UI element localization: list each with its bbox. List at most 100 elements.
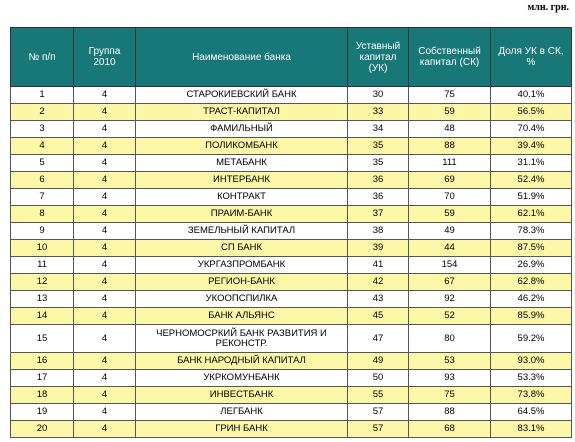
table-row: 7 4 КОНТРАКТ 36 70 51.9%: [10, 188, 572, 206]
header-cell: Уставный капитал (УК): [347, 27, 409, 87]
table-cell: 62.8%: [490, 273, 572, 291]
table-cell: 93: [408, 369, 491, 387]
table-row: 8 4 ПРАИМ-БАНК 37 59 62.1%: [10, 205, 572, 223]
table-cell: 43: [347, 290, 409, 308]
table-cell: УКРКОМУНБАНК: [135, 369, 348, 387]
table-cell: 4: [73, 324, 136, 353]
table-cell: КОНТРАКТ: [135, 188, 348, 206]
table-cell: ГРИН БАНК: [135, 420, 348, 438]
header-cell: Группа 2010: [73, 27, 136, 87]
table-cell: 33: [347, 103, 409, 121]
table-cell: 50: [347, 369, 409, 387]
bank-table: № п/п Группа 2010 Наименование банка Уставн…: [10, 27, 572, 438]
table-cell: 15: [10, 324, 74, 353]
table-cell: ЧЕРНОМОСРКИЙ БАНК РАЗВИТИЯ И РЕКОНСТР.: [135, 324, 348, 353]
table-cell: 62.1%: [490, 205, 572, 223]
table-cell: ИНВЕСТБАНК: [135, 386, 348, 404]
table-cell: 57: [347, 403, 409, 421]
table-row: 6 4 ИНТЕРБАНК 36 69 52.4%: [10, 171, 572, 189]
table-cell: ПОЛИКОМБАНК: [135, 137, 348, 155]
table-cell: 4: [73, 86, 136, 104]
table-cell: 52.4%: [490, 171, 572, 189]
table-cell: ИНТЕРБАНК: [135, 171, 348, 189]
table-row: 15 4 ЧЕРНОМОСРКИЙ БАНК РАЗВИТИЯ И РЕКОНСТР…: [10, 324, 572, 353]
table-cell: ФАМИЛЬНЫЙ: [135, 120, 348, 138]
table-row: 13 4 УКООПСПИЛКА 43 92 46.2%: [10, 290, 572, 308]
table-cell: 14: [10, 307, 74, 325]
table-row: 19 4 ЛЕГБАНК 57 88 64.5%: [10, 403, 572, 421]
table-cell: 4: [73, 154, 136, 172]
table-cell: 31.1%: [490, 154, 572, 172]
table-cell: 49: [408, 222, 491, 240]
table-cell: 4: [73, 352, 136, 370]
table-cell: 45: [347, 307, 409, 325]
table-cell: 4: [73, 137, 136, 155]
table-cell: 4: [73, 222, 136, 240]
table-cell: 49: [347, 352, 409, 370]
table-cell: 4: [73, 171, 136, 189]
table-cell: ПРАИМ-БАНК: [135, 205, 348, 223]
table-row: 10 4 СП БАНК 39 44 87.5%: [10, 239, 572, 257]
table-row: 3 4 ФАМИЛЬНЫЙ 34 48 70.4%: [10, 120, 572, 138]
table-cell: 59.2%: [490, 324, 572, 353]
table-cell: 1: [10, 86, 74, 104]
table-cell: ЛЕГБАНК: [135, 403, 348, 421]
table-cell: СП БАНК: [135, 239, 348, 257]
header-cell: Доля УК в СК, %: [490, 27, 572, 87]
table-cell: 4: [73, 403, 136, 421]
table-cell: 34: [347, 120, 409, 138]
table-cell: 6: [10, 171, 74, 189]
table-cell: 53.3%: [490, 369, 572, 387]
table-cell: 85.9%: [490, 307, 572, 325]
table-cell: 48: [408, 120, 491, 138]
table-cell: 4: [73, 120, 136, 138]
table-cell: 26.9%: [490, 256, 572, 274]
table-cell: 41: [347, 256, 409, 274]
table-cell: УКРГАЗПРОМБАНК: [135, 256, 348, 274]
table-cell: 36: [347, 188, 409, 206]
table-cell: 47: [347, 324, 409, 353]
table-cell: 75: [408, 86, 491, 104]
table-cell: РЕГИОН-БАНК: [135, 273, 348, 291]
table-cell: 44: [408, 239, 491, 257]
table-row: 1 4 СТАРОКИЕВСКИЙ БАНК 30 75 40.1%: [10, 86, 572, 104]
table-cell: 4: [73, 256, 136, 274]
header-cell: Собственный капитал (СК): [408, 27, 491, 87]
table-row: 18 4 ИНВЕСТБАНК 55 75 73.8%: [10, 386, 572, 404]
table-cell: 11: [10, 256, 74, 274]
table-cell: 39.4%: [490, 137, 572, 155]
table-cell: 57: [347, 420, 409, 438]
table-row: 14 4 БАНК АЛЬЯНС 45 52 85.9%: [10, 307, 572, 325]
table-cell: 18: [10, 386, 74, 404]
table-cell: 37: [347, 205, 409, 223]
table-cell: 16: [10, 352, 74, 370]
table-cell: 4: [73, 205, 136, 223]
table-cell: БАНК НАРОДНЫЙ КАПИТАЛ: [135, 352, 348, 370]
table-cell: 55: [347, 386, 409, 404]
table-row: 11 4 УКРГАЗПРОМБАНК 41 154 26.9%: [10, 256, 572, 274]
table-row: 5 4 МЕТАБАНК 35 111 31.1%: [10, 154, 572, 172]
header-cell: № п/п: [10, 27, 74, 87]
table-cell: 83.1%: [490, 420, 572, 438]
table-cell: 93.0%: [490, 352, 572, 370]
table-cell: ТРАСТ-КАПИТАЛ: [135, 103, 348, 121]
table-cell: 4: [73, 290, 136, 308]
table-cell: 30: [347, 86, 409, 104]
table-cell: 59: [408, 103, 491, 121]
table-cell: 56.5%: [490, 103, 572, 121]
table-cell: 51.9%: [490, 188, 572, 206]
table-cell: 4: [73, 307, 136, 325]
table-cell: 59: [408, 205, 491, 223]
table-cell: 8: [10, 205, 74, 223]
table-row: 4 4 ПОЛИКОМБАНК 35 88 39.4%: [10, 137, 572, 155]
table-cell: 42: [347, 273, 409, 291]
table-cell: 88: [408, 403, 491, 421]
table-cell: 2: [10, 103, 74, 121]
table-cell: 40.1%: [490, 86, 572, 104]
table-cell: 35: [347, 137, 409, 155]
table-cell: 39: [347, 239, 409, 257]
table-cell: 154: [408, 256, 491, 274]
table-cell: СТАРОКИЕВСКИЙ БАНК: [135, 86, 348, 104]
header-cell: Наименование банка: [135, 27, 348, 87]
